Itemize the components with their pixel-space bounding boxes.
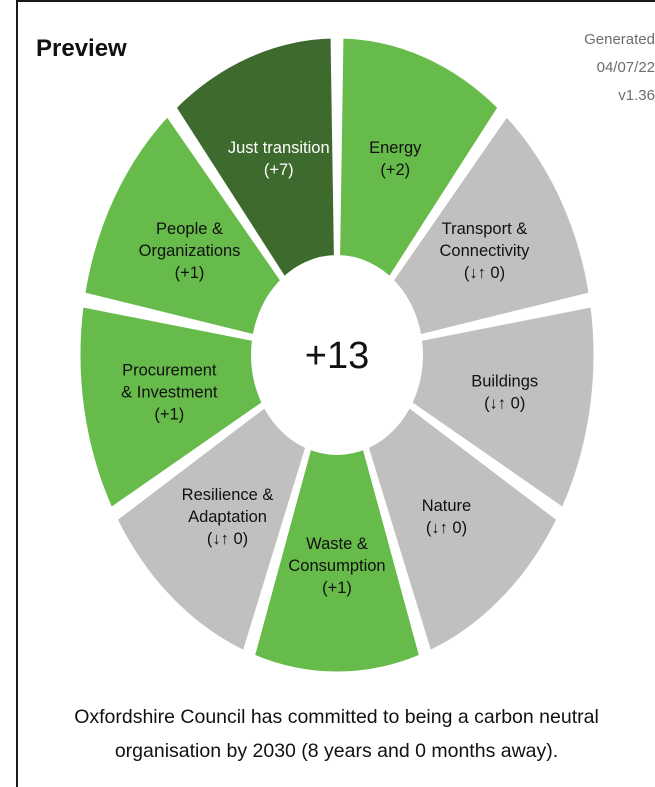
preview-panel [16, 0, 655, 787]
wheel-segment-label-line: (+2) [380, 161, 410, 179]
wheel-segment-label-line: Just transition [228, 139, 330, 157]
wheel-segment-label: People & Organizations (+1) [139, 220, 241, 282]
wheel-segment-label-line: (+1) [175, 264, 205, 282]
wheel-segment-label-line: Waste & [306, 535, 368, 553]
generation-info: Generated 04/07/22 v1.36 [535, 26, 655, 110]
wheel-segment-label-line: (↓↑ 0) [464, 264, 505, 282]
wheel-segment-label: Buildings (↓↑ 0) [471, 372, 538, 412]
wheel-segment-label-line: (↓↑ 0) [207, 530, 248, 548]
version-label: v1.36 [618, 87, 655, 104]
wheel-segment-label: Resilience & Adaptation (↓↑ 0) [182, 486, 274, 548]
wheel-segment-label-line: People & [156, 220, 223, 238]
wheel-segment-label: Transport & Connectivity (↓↑ 0) [440, 220, 531, 282]
wheel-segment-label-line: (↓↑ 0) [484, 394, 525, 412]
footer-line-2: organisation by 2030 (8 years and 0 mont… [114, 740, 559, 762]
wheel-segments: Energy (+2)Transport & Connectivity (↓↑ 0)B… [77, 35, 597, 675]
wheel-segment-label: Just transition (+7) [228, 139, 330, 179]
wheel-segment-label-line: Resilience & [182, 486, 274, 504]
wheel-segment-label-line: Nature [422, 497, 472, 515]
generated-date: 04/07/22 [596, 59, 655, 76]
wheel-segment-label-line: Procurement [122, 361, 217, 379]
wheel-segment-label-line: Organizations [139, 242, 241, 260]
wheel-center [251, 255, 423, 455]
footer-caption: Oxfordshire Council has committed to bei… [18, 700, 655, 768]
wheel-segment-label-line: (↓↑ 0) [426, 519, 467, 537]
progress-wheel: Energy (+2)Transport & Connectivity (↓↑ 0)B… [77, 35, 597, 675]
wheel-segment-label-line: (+1) [322, 579, 352, 597]
generated-label: Generated [584, 31, 655, 48]
wheel-segment-label-line: Connectivity [440, 242, 531, 260]
preview-title: Preview [36, 35, 127, 62]
wheel-segment-label: Energy (+2) [369, 139, 422, 179]
total-score: +13 [305, 335, 369, 377]
wheel-segment-label-line: (+7) [264, 161, 294, 179]
wheel-segment-label-line: Transport & [442, 220, 528, 238]
wheel-segment-label-line: Adaptation [188, 508, 267, 526]
footer-line-1: Oxfordshire Council has committed to bei… [74, 706, 599, 728]
wheel-segment-label-line: Buildings [471, 372, 538, 390]
wheel-segment-label-line: & Investment [121, 383, 218, 401]
wheel-segment-label-line: (+1) [154, 405, 184, 423]
wheel-segment-label: Nature (↓↑ 0) [422, 497, 472, 537]
wheel-segment-label: Procurement & Investment (+1) [121, 361, 218, 423]
wheel-segment-label-line: Consumption [288, 557, 385, 575]
wheel-segment-label-line: Energy [369, 139, 422, 157]
wheel-segment-label: Waste & Consumption (+1) [288, 535, 385, 597]
